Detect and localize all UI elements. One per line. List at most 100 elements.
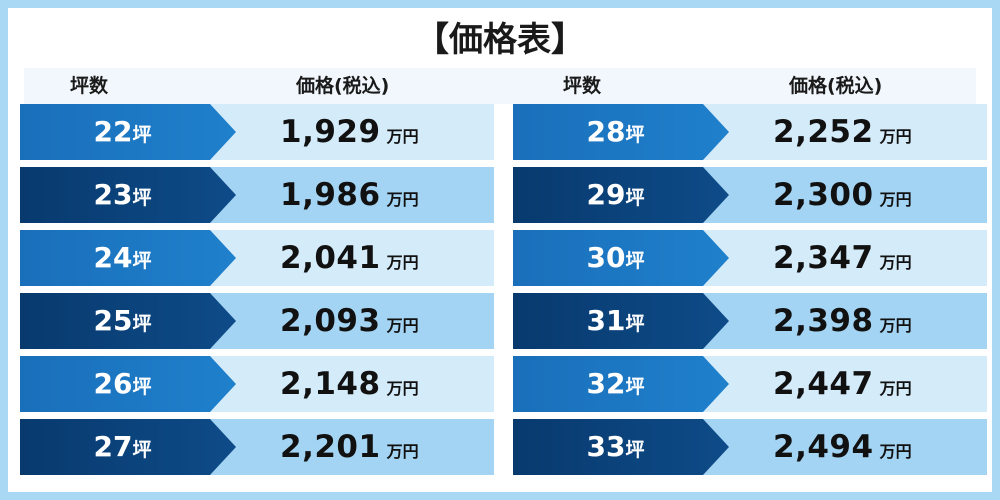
price-label: 2,041 万円: [280, 230, 419, 286]
size-unit: 坪: [132, 187, 152, 209]
size-value: 25: [93, 304, 133, 337]
size-value: 28: [586, 115, 626, 148]
size-label: 22坪: [20, 104, 225, 160]
size-value: 23: [93, 178, 133, 211]
size-unit: 坪: [625, 313, 645, 335]
price-value: 2,041: [280, 240, 381, 276]
size-unit: 坪: [625, 250, 645, 272]
table-row: 28坪 2,252 万円: [513, 104, 987, 160]
table-row: 32坪 2,447 万円: [513, 356, 987, 412]
table-row: 29坪 2,300 万円: [513, 167, 987, 223]
size-label: 28坪: [513, 104, 718, 160]
column-header: 坪数 価格(税込): [20, 68, 494, 104]
size-label: 25坪: [20, 293, 225, 349]
price-label: 2,201 万円: [280, 419, 419, 475]
size-tag: [20, 104, 236, 160]
size-value: 31: [586, 304, 626, 337]
size-label: 31坪: [513, 293, 718, 349]
size-unit: 坪: [132, 250, 152, 272]
page-title: 【価格表】: [415, 20, 585, 60]
size-tag: [513, 167, 729, 223]
header-band: [24, 68, 976, 104]
header-size: 坪数: [563, 75, 602, 97]
table-row: 24坪 2,041 万円: [20, 230, 494, 286]
price-label: 1,929 万円: [280, 104, 419, 160]
price-value: 2,093: [280, 303, 381, 339]
header-price: 価格(税込): [296, 75, 390, 97]
size-tag: [20, 167, 236, 223]
price-label: 2,300 万円: [773, 167, 912, 223]
table-row: 22坪 1,929 万円: [20, 104, 494, 160]
header-price: 価格(税込): [789, 75, 883, 97]
price-label: 2,494 万円: [773, 419, 912, 475]
size-value: 33: [586, 430, 626, 463]
price-label: 2,398 万円: [773, 293, 912, 349]
size-tag: [513, 419, 729, 475]
size-label: 32坪: [513, 356, 718, 412]
size-value: 30: [586, 241, 626, 274]
size-tag: [20, 293, 236, 349]
table-row: 30坪 2,347 万円: [513, 230, 987, 286]
size-label: 23坪: [20, 167, 225, 223]
price-value: 2,398: [773, 303, 874, 339]
price-unit: 万円: [879, 253, 912, 272]
price-unit: 万円: [879, 442, 912, 461]
price-value: 1,929: [280, 114, 381, 150]
price-value: 2,300: [773, 177, 874, 213]
price-value: 1,986: [280, 177, 381, 213]
column-header: 坪数 価格(税込): [513, 68, 987, 104]
price-unit: 万円: [879, 127, 912, 146]
price-column-right: 坪数 価格(税込) 28坪 2,252 万円 29坪 2,300 万円 30坪 2,…: [513, 68, 987, 482]
price-unit: 万円: [879, 190, 912, 209]
table-row: 33坪 2,494 万円: [513, 419, 987, 475]
size-tag: [513, 230, 729, 286]
size-value: 26: [93, 367, 133, 400]
price-value: 2,148: [280, 366, 381, 402]
table-row: 27坪 2,201 万円: [20, 419, 494, 475]
size-label: 30坪: [513, 230, 718, 286]
price-unit: 万円: [879, 316, 912, 335]
size-label: 29坪: [513, 167, 718, 223]
price-label: 2,347 万円: [773, 230, 912, 286]
price-value: 2,347: [773, 240, 874, 276]
size-value: 29: [586, 178, 626, 211]
size-label: 26坪: [20, 356, 225, 412]
price-value: 2,252: [773, 114, 874, 150]
size-unit: 坪: [132, 439, 152, 461]
size-unit: 坪: [625, 124, 645, 146]
price-label: 1,986 万円: [280, 167, 419, 223]
size-tag: [513, 356, 729, 412]
size-unit: 坪: [625, 187, 645, 209]
table-row: 26坪 2,148 万円: [20, 356, 494, 412]
price-unit: 万円: [386, 316, 419, 335]
price-label: 2,093 万円: [280, 293, 419, 349]
size-tag: [20, 356, 236, 412]
size-tag: [20, 230, 236, 286]
price-unit: 万円: [386, 442, 419, 461]
size-tag: [513, 104, 729, 160]
price-value: 2,494: [773, 429, 874, 465]
size-value: 32: [586, 367, 626, 400]
size-tag: [513, 293, 729, 349]
price-unit: 万円: [386, 379, 419, 398]
price-unit: 万円: [386, 253, 419, 272]
table-row: 25坪 2,093 万円: [20, 293, 494, 349]
size-unit: 坪: [132, 313, 152, 335]
size-unit: 坪: [132, 124, 152, 146]
size-unit: 坪: [625, 376, 645, 398]
price-column-left: 坪数 価格(税込) 22坪 1,929 万円 23坪 1,986 万円 24坪 2,…: [20, 68, 494, 482]
size-tag: [20, 419, 236, 475]
price-label: 2,148 万円: [280, 356, 419, 412]
size-unit: 坪: [625, 439, 645, 461]
table-row: 31坪 2,398 万円: [513, 293, 987, 349]
size-label: 27坪: [20, 419, 225, 475]
size-unit: 坪: [132, 376, 152, 398]
size-label: 33坪: [513, 419, 718, 475]
header-size: 坪数: [70, 75, 109, 97]
table-row: 23坪 1,986 万円: [20, 167, 494, 223]
size-value: 27: [93, 430, 133, 463]
price-unit: 万円: [386, 127, 419, 146]
price-unit: 万円: [879, 379, 912, 398]
price-label: 2,252 万円: [773, 104, 912, 160]
